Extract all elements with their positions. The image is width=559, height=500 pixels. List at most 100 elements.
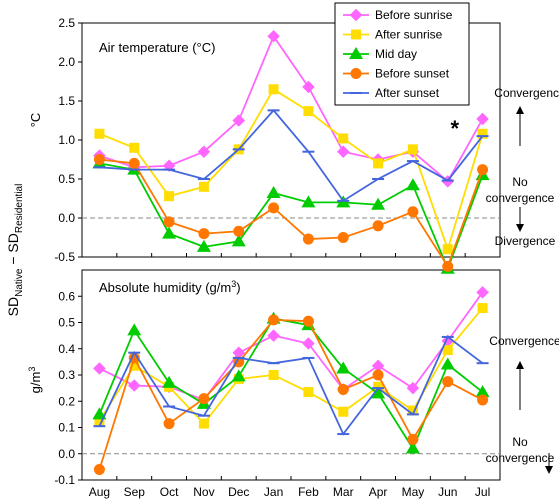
- series-line: [99, 108, 484, 203]
- legend-entry: After sunset: [375, 86, 440, 100]
- no-convergence-label: convergence: [486, 191, 555, 205]
- data-point: [268, 84, 279, 95]
- data-point: [266, 186, 281, 199]
- significance-star: *: [450, 116, 459, 141]
- no-convergence-label: No: [512, 435, 528, 449]
- legend-swatch-marker: [351, 29, 361, 40]
- data-point: [477, 303, 488, 314]
- data-point: [371, 197, 386, 210]
- y-tick-label: 0.0: [58, 211, 75, 225]
- data-point: [442, 345, 453, 356]
- data-point: [162, 226, 177, 239]
- y-tick-label: 0.2: [58, 394, 75, 408]
- x-tick-label: Feb: [298, 485, 319, 499]
- data-point: [336, 145, 350, 159]
- data-point: [301, 195, 316, 208]
- data-point: [372, 369, 384, 381]
- data-point: [231, 234, 246, 247]
- down-arrow-head: [516, 224, 524, 232]
- data-point: [268, 202, 280, 214]
- up-arrow-head: [516, 106, 524, 114]
- data-point: [442, 260, 454, 272]
- data-point: [476, 285, 489, 299]
- data-point: [268, 370, 279, 380]
- legend-swatch-marker: [349, 8, 363, 22]
- data-point: [337, 383, 349, 395]
- data-point: [267, 29, 280, 43]
- legend-entry: Mid day: [375, 47, 417, 61]
- data-point: [371, 386, 386, 399]
- data-point: [94, 415, 105, 426]
- data-point: [198, 181, 209, 192]
- data-point: [372, 220, 384, 232]
- data-point: [231, 369, 246, 382]
- up-arrow-head: [516, 361, 524, 369]
- down-arrow-head: [545, 466, 553, 474]
- y-tick-label: -0.1: [54, 473, 75, 487]
- x-tick-label: Jun: [438, 485, 457, 499]
- y-tick-label: 0.1: [58, 421, 75, 435]
- data-point: [92, 407, 107, 420]
- data-point: [198, 393, 210, 405]
- data-point: [405, 441, 420, 454]
- data-point: [128, 157, 140, 169]
- data-point: [406, 381, 420, 395]
- data-point: [303, 106, 314, 117]
- data-point: [196, 239, 211, 252]
- no-convergence-label: convergence: [486, 451, 555, 465]
- data-point: [164, 191, 175, 202]
- data-point: [129, 142, 140, 153]
- panel-y-label: g/m3: [27, 367, 43, 394]
- x-tick-label: Dec: [228, 485, 249, 499]
- data-point: [442, 244, 453, 255]
- data-point: [197, 145, 211, 159]
- panel-title: Absolute humidity (g/m3): [99, 279, 241, 295]
- data-point: [94, 128, 105, 139]
- data-point: [303, 387, 314, 398]
- legend-entry: After sunrise: [375, 28, 443, 42]
- y-tick-label: 0.4: [58, 342, 75, 356]
- data-point: [302, 315, 314, 327]
- data-point: [407, 405, 418, 416]
- y-tick-label: 0.5: [58, 172, 75, 186]
- plot-frame-2: [81, 269, 501, 481]
- data-point: [232, 114, 246, 127]
- data-point: [302, 80, 315, 94]
- data-point: [93, 154, 105, 165]
- x-tick-label: Mar: [333, 485, 354, 499]
- y-tick-label: 0.5: [58, 316, 75, 330]
- data-point: [233, 225, 245, 237]
- data-point: [198, 418, 209, 429]
- y-tick-label: 1.0: [58, 133, 75, 147]
- y-tick-label: 0.3: [58, 368, 75, 382]
- legend-entry: Before sunset: [375, 67, 450, 81]
- data-point: [477, 394, 489, 406]
- x-tick-label: Apr: [369, 485, 388, 499]
- series-line: [99, 158, 484, 269]
- x-tick-label: Nov: [193, 485, 214, 499]
- data-point: [407, 206, 419, 218]
- x-tick-label: Jan: [264, 485, 283, 499]
- data-point: [163, 216, 175, 228]
- data-point: [129, 360, 140, 371]
- x-tick-label: Aug: [89, 485, 110, 499]
- y-tick-label: 1.5: [58, 94, 75, 108]
- y-tick-label: 2.5: [58, 16, 75, 30]
- data-point: [93, 362, 106, 375]
- panel-y-label: °C: [28, 113, 43, 128]
- data-point: [93, 464, 105, 475]
- data-point: [405, 178, 420, 191]
- data-point: [476, 112, 489, 126]
- data-point: [440, 357, 455, 370]
- y-tick-label: -0.5: [54, 250, 75, 264]
- data-point: [442, 376, 454, 388]
- divergence-label: Divergence: [495, 234, 556, 248]
- data-point: [267, 329, 280, 342]
- x-tick-label: Oct: [160, 485, 179, 499]
- convergence-label: Convergence: [494, 86, 559, 100]
- x-tick-label: Sep: [124, 485, 146, 499]
- data-point: [162, 375, 177, 388]
- data-point: [336, 361, 351, 374]
- data-point: [302, 233, 314, 245]
- legend-swatch-marker: [349, 47, 363, 59]
